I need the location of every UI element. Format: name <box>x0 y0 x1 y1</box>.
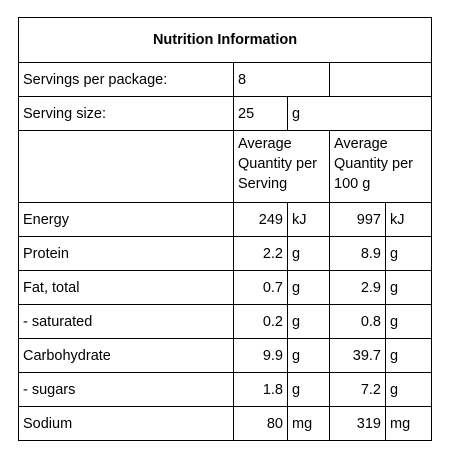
nutrition-table: Nutrition Information Servings per packa… <box>17 17 433 441</box>
per-serving-unit: g <box>287 304 330 339</box>
per-100g-value: 319 <box>329 406 386 441</box>
per-100g-value: 2.9 <box>329 270 386 305</box>
table-row: Sodium 80 mg 319 mg <box>18 406 433 441</box>
per-serving-value: 1.8 <box>233 372 288 407</box>
per-serving-unit: g <box>287 236 330 271</box>
per-serving-value: 9.9 <box>233 338 288 373</box>
per-100g-value: 39.7 <box>329 338 386 373</box>
per-100g-value: 0.8 <box>329 304 386 339</box>
per-100g-unit: mg <box>384 406 433 441</box>
per-serving-unit: g <box>287 372 330 407</box>
per-100g-unit: g <box>384 372 433 407</box>
table-row: Protein 2.2 g 8.9 g <box>18 236 433 271</box>
per-serving-value: 80 <box>233 406 288 441</box>
per-100g-unit: g <box>384 338 433 373</box>
nutrient-name: Protein <box>18 236 234 271</box>
per-serving-unit: g <box>287 338 330 373</box>
serving-size-label: Serving size: <box>18 96 234 131</box>
serving-size-unit: g <box>286 96 433 131</box>
table-row: Energy 249 kJ 997 kJ <box>18 202 433 237</box>
per-100g-value: 8.9 <box>329 236 386 271</box>
per-serving-unit: kJ <box>287 202 330 237</box>
per-serving-value: 0.2 <box>233 304 288 339</box>
header-per-100g: Average Quantity per 100 g <box>328 130 433 203</box>
per-serving-value: 2.2 <box>233 236 288 271</box>
per-serving-value: 249 <box>233 202 288 237</box>
per-100g-unit: g <box>384 304 433 339</box>
nutrient-name: Sodium <box>18 406 234 441</box>
empty-header-cell <box>18 130 234 203</box>
nutrient-name: - saturated <box>18 304 234 339</box>
empty-cell <box>328 62 433 97</box>
per-100g-value: 7.2 <box>329 372 386 407</box>
column-header-row: Average Quantity per Serving Average Qua… <box>18 130 433 203</box>
serving-size-value: 25 <box>233 96 288 131</box>
nutrient-name: Energy <box>18 202 234 237</box>
header-per-serving: Average Quantity per Serving <box>233 130 330 203</box>
servings-per-package-label: Servings per package: <box>18 62 234 97</box>
table-row: - saturated 0.2 g 0.8 g <box>18 304 433 339</box>
per-100g-value: 997 <box>329 202 386 237</box>
table-row: - sugars 1.8 g 7.2 g <box>18 372 433 407</box>
table-row: Fat, total 0.7 g 2.9 g <box>18 270 433 305</box>
nutrient-name: Fat, total <box>18 270 234 305</box>
nutrient-rows: Energy 249 kJ 997 kJ Protein 2.2 g 8.9 g Fat, tota… <box>18 202 433 441</box>
servings-per-package-row: Servings per package: 8 <box>18 62 433 97</box>
nutrient-name: - sugars <box>18 372 234 407</box>
per-100g-unit: g <box>384 270 433 305</box>
per-serving-unit: g <box>287 270 330 305</box>
per-serving-value: 0.7 <box>233 270 288 305</box>
nutrient-name: Carbohydrate <box>18 338 234 373</box>
per-serving-unit: mg <box>287 406 330 441</box>
title-row: Nutrition Information <box>17 17 433 63</box>
per-100g-unit: kJ <box>384 202 433 237</box>
per-100g-unit: g <box>384 236 433 271</box>
servings-per-package-value: 8 <box>233 62 330 97</box>
table-row: Carbohydrate 9.9 g 39.7 g <box>18 338 433 373</box>
table-title: Nutrition Information <box>17 17 433 63</box>
serving-size-row: Serving size: 25 g <box>18 96 433 131</box>
